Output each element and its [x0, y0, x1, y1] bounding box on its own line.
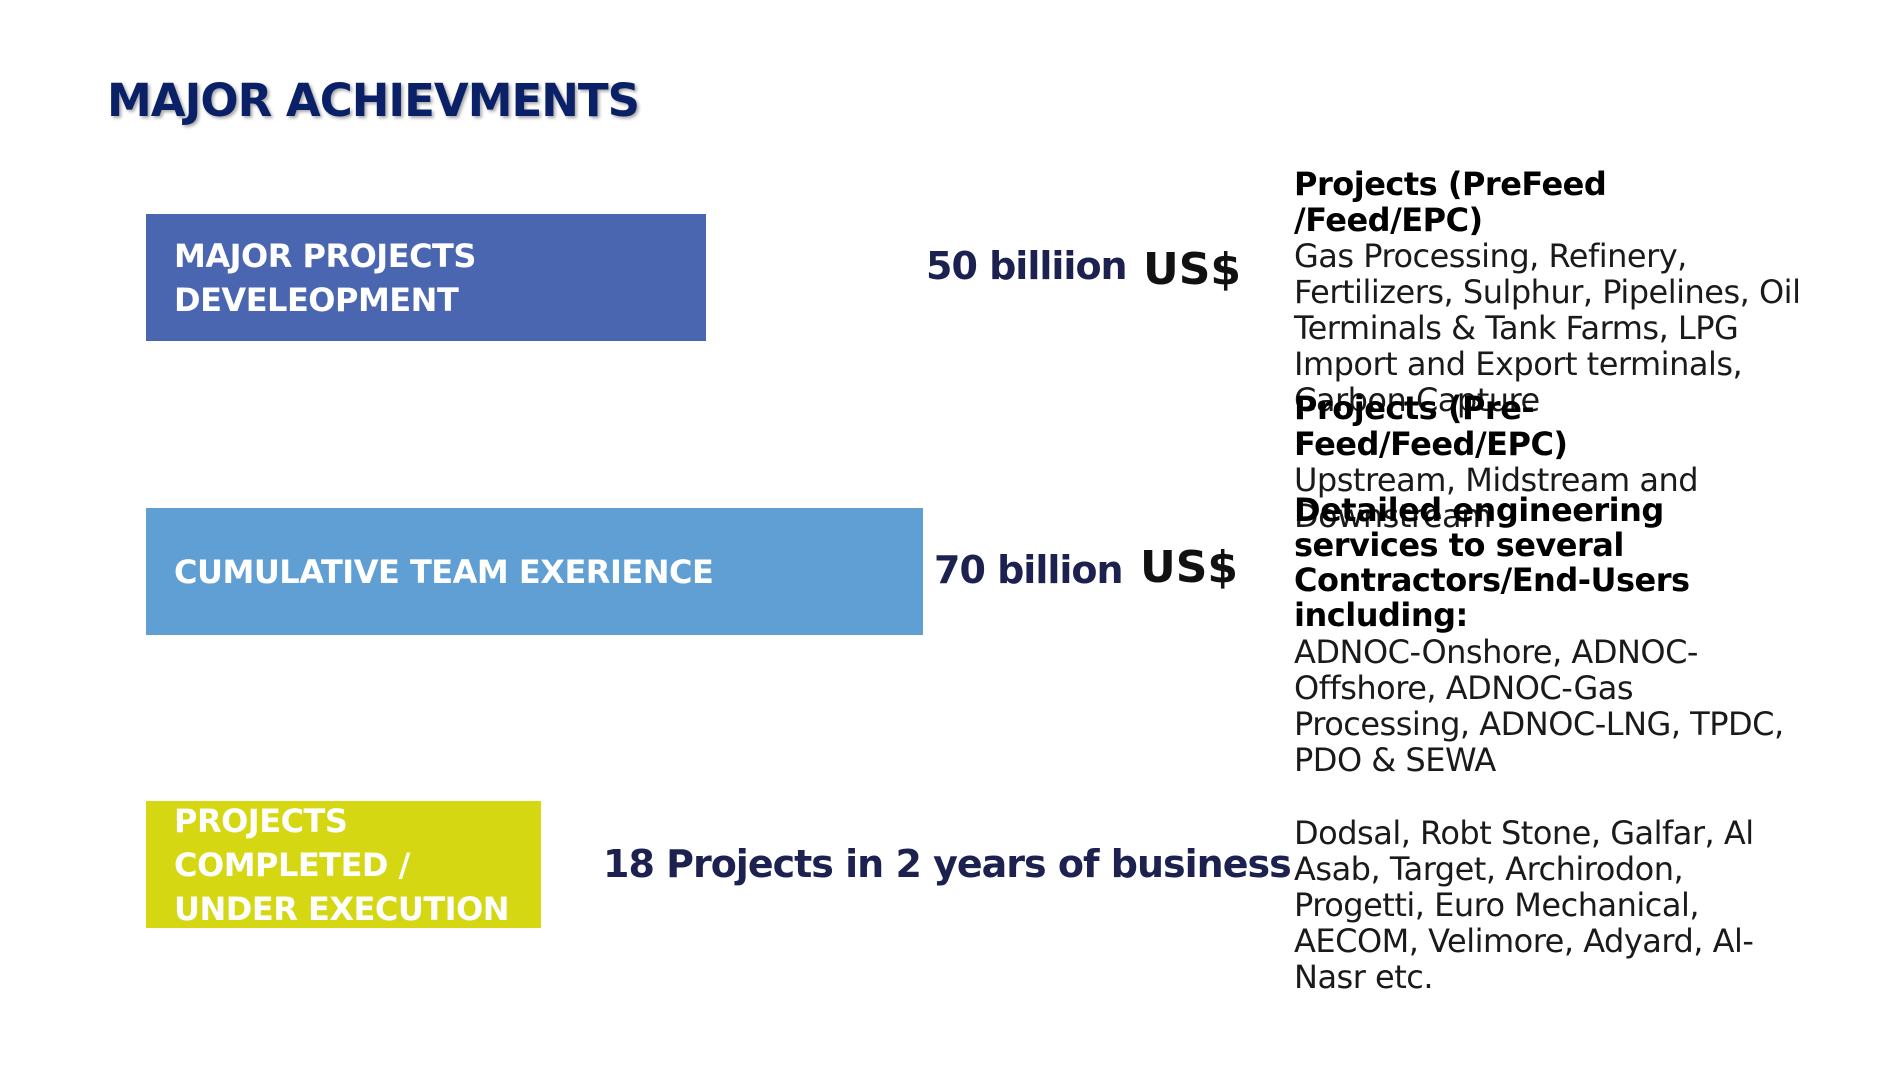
projects-completed-bar: PROJECTS COMPLETED / UNDER EXECUTION [146, 801, 541, 928]
major-projects-label: MAJOR PROJECTS DEVELEOPMENT [174, 236, 476, 319]
major-projects-bar: MAJOR PROJECTS DEVELEOPMENT [146, 214, 706, 341]
description-block-1: Projects (PreFeed /Feed/EPC) Gas Process… [1294, 166, 1804, 418]
description-heading-2: Projects (Pre-Feed/Feed/EPC) [1294, 389, 1568, 463]
description-block-3: Detailed engineering services to several… [1294, 493, 1804, 633]
description-text-3: ADNOC-Onshore, ADNOC-Offshore, ADNOC-Gas… [1294, 633, 1784, 779]
team-experience-bar: CUMULATIVE TEAM EXERIENCE [146, 508, 923, 635]
description-block-2: Projects (Pre-Feed/Feed/EPC) Upstream, M… [1294, 390, 1804, 534]
description-block-5: Dodsal, Robt Stone, Galfar, Al Asab, Tar… [1294, 815, 1804, 995]
team-experience-currency: US$ [1140, 542, 1239, 593]
projects-completed-value: 18 Projects in 2 years of business [603, 842, 1292, 886]
team-experience-value: 70 billion [934, 548, 1124, 592]
description-text-2: Upstream, Midstream and Downstream [1294, 461, 1699, 535]
description-heading-1: Projects (PreFeed /Feed/EPC) [1294, 165, 1607, 239]
projects-completed-label: PROJECTS COMPLETED / UNDER EXECUTION [174, 801, 510, 928]
description-text-4: Dodsal, Robt Stone, Galfar, Al Asab, Tar… [1294, 814, 1754, 996]
description-block-4: ADNOC-Onshore, ADNOC-Offshore, ADNOC-Gas… [1294, 634, 1804, 778]
description-text-1: Gas Processing, Refinery, Fertilizers, S… [1294, 237, 1801, 419]
team-experience-label: CUMULATIVE TEAM EXERIENCE [174, 552, 714, 591]
major-projects-value: 50 billiion [926, 244, 1128, 288]
major-projects-currency: US$ [1143, 244, 1242, 295]
page-title: MAJOR ACHIEVMENTS [107, 74, 640, 127]
description-heading-3: Detailed engineering services to several… [1294, 491, 1690, 634]
